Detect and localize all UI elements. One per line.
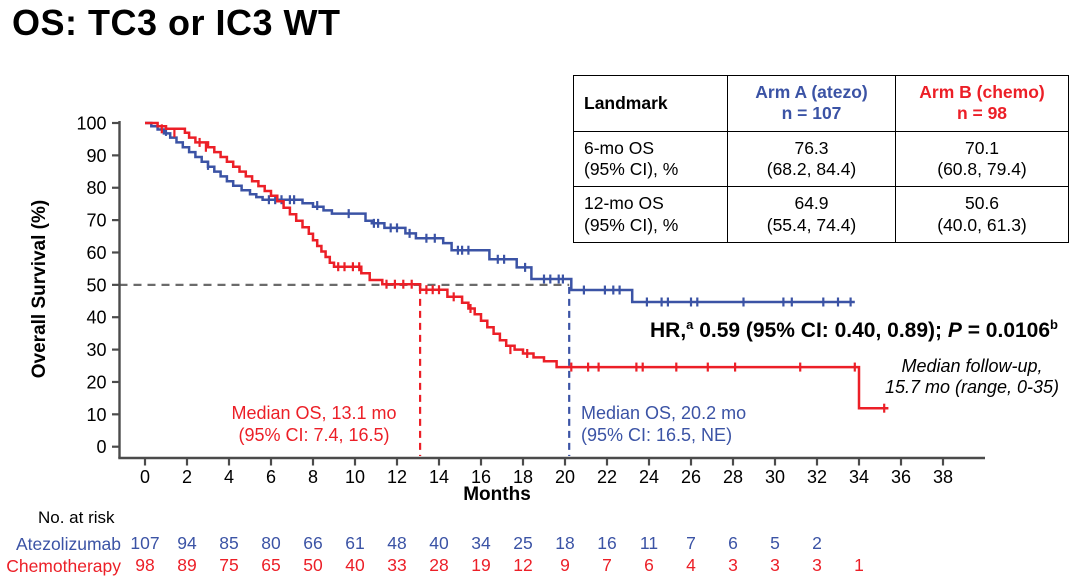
y-axis-tick-label: 70	[86, 211, 106, 231]
row-label-cell: 12-mo OS (95% CI), %	[573, 186, 728, 244]
risk-count: 9	[560, 555, 570, 575]
risk-count: 2	[812, 533, 822, 553]
risk-count: 11	[640, 533, 658, 553]
y-axis-tick-label: 20	[86, 372, 106, 392]
risk-count: 6	[728, 533, 738, 553]
median-os-chemo-annotation: Median OS, 13.1 mo (95% CI: 7.4, 16.5)	[231, 403, 397, 445]
table-row-6mo: 6-mo OS (95% CI), % 76.3 (68.2, 84.4) 70…	[573, 130, 1069, 188]
x-axis-tick-label: 24	[639, 467, 659, 487]
arm-b-value-cell: 50.6 (40.0, 61.3)	[895, 186, 1069, 244]
risk-count: 7	[686, 533, 696, 553]
risk-count: 48	[387, 533, 406, 553]
x-axis-tick-label: 34	[849, 467, 869, 487]
y-axis-tick-label: 60	[86, 243, 106, 263]
x-axis-tick-label: 26	[681, 467, 701, 487]
landmark-header-cell: Landmark	[573, 75, 728, 132]
risk-count: 94	[177, 533, 197, 553]
table-row-12mo: 12-mo OS (95% CI), % 64.9 (55.4, 74.4) 5…	[573, 186, 1069, 244]
risk-count: 75	[219, 555, 238, 575]
arm-b-value-cell: 70.1 (60.8, 79.4)	[895, 130, 1069, 188]
x-axis-tick-label: 20	[555, 467, 575, 487]
risk-count: 50	[303, 555, 323, 575]
risk-count: 85	[219, 533, 238, 553]
risk-count: 12	[513, 555, 532, 575]
risk-count: 5	[770, 533, 780, 553]
risk-count: 3	[728, 555, 738, 575]
x-axis-tick-label: 12	[387, 467, 407, 487]
y-axis-tick-label: 80	[86, 178, 106, 198]
row-label-cell: 6-mo OS (95% CI), %	[573, 130, 728, 188]
x-axis-tick-label: 28	[723, 467, 743, 487]
risk-count: 4	[686, 555, 696, 575]
risk-count: 25	[513, 533, 532, 553]
y-axis-tick-label: 90	[86, 146, 106, 166]
y-axis-tick-label: 50	[86, 275, 106, 295]
risk-count: 34	[471, 533, 491, 553]
x-axis-tick-label: 22	[597, 467, 617, 487]
landmark-table: Landmark Arm A (atezo) n = 107 Arm B (ch…	[573, 75, 1069, 244]
risk-count: 28	[429, 555, 448, 575]
y-axis-title: Overall Survival (%)	[29, 199, 50, 379]
y-axis-tick-label: 10	[86, 405, 106, 425]
hazard-ratio-annotation: HR,a 0.59 (95% CI: 0.40, 0.89); P = 0.01…	[649, 317, 1058, 342]
risk-count: 3	[812, 555, 822, 575]
risk-count: 33	[387, 555, 406, 575]
page-title: OS: TC3 or IC3 WT	[12, 2, 341, 43]
risk-count: 40	[345, 555, 365, 575]
x-axis-title: Months	[463, 484, 531, 505]
median-os-atezo-annotation: Median OS, 20.2 mo (95% CI: 16.5, NE)	[581, 403, 747, 445]
risk-count: 107	[130, 533, 159, 553]
no-at-risk-caption: No. at risk	[38, 508, 115, 527]
x-axis-tick-label: 30	[765, 467, 785, 487]
x-axis-tick-label: 36	[891, 467, 911, 487]
risk-count: 1	[854, 555, 864, 575]
arm-a-value-cell: 76.3 (68.2, 84.4)	[727, 130, 896, 188]
x-axis-tick-label: 8	[308, 467, 318, 487]
x-axis-tick-label: 6	[266, 467, 276, 487]
risk-count: 18	[555, 533, 574, 553]
arm-a-header-cell: Arm A (atezo) n = 107	[727, 75, 896, 132]
risk-row-label-chemotherapy: Chemotherapy	[6, 556, 121, 576]
x-axis-tick-label: 18	[513, 467, 533, 487]
risk-count: 89	[177, 555, 196, 575]
y-axis-tick-label: 30	[86, 340, 106, 360]
risk-count: 65	[261, 555, 280, 575]
x-axis-tick-label: 14	[429, 467, 449, 487]
x-axis-tick-label: 4	[224, 467, 234, 487]
x-axis-tick-label: 10	[345, 467, 365, 487]
risk-row-label-atezolizumab: Atezolizumab	[15, 534, 121, 554]
risk-count: 40	[429, 533, 449, 553]
x-axis-tick-label: 16	[471, 467, 491, 487]
x-axis-tick-label: 38	[933, 467, 953, 487]
x-axis-tick-label: 2	[182, 467, 192, 487]
y-axis-tick-label: 100	[76, 114, 106, 134]
y-axis-tick-label: 40	[86, 308, 106, 328]
risk-count: 7	[602, 555, 612, 575]
arm-a-value-cell: 64.9 (55.4, 74.4)	[727, 186, 896, 244]
x-axis-tick-label: 0	[140, 467, 150, 487]
y-axis-tick-label: 0	[96, 437, 106, 457]
risk-count: 6	[644, 555, 654, 575]
arm-b-header-cell: Arm B (chemo) n = 98	[895, 75, 1069, 132]
landmark-table-header-row: Landmark Arm A (atezo) n = 107 Arm B (ch…	[573, 75, 1069, 132]
x-axis-tick-label: 32	[807, 467, 827, 487]
risk-count: 80	[261, 533, 281, 553]
median-followup-annotation: Median follow-up, 15.7 mo (range, 0-35)	[884, 356, 1060, 397]
risk-count: 66	[303, 533, 322, 553]
km-curve-atezolizumab	[145, 121, 855, 304]
risk-count: 19	[471, 555, 490, 575]
risk-count: 61	[345, 533, 364, 553]
risk-count: 98	[135, 555, 154, 575]
risk-count: 16	[597, 533, 616, 553]
risk-count: 3	[770, 555, 780, 575]
km-curve-chemotherapy	[145, 121, 889, 410]
